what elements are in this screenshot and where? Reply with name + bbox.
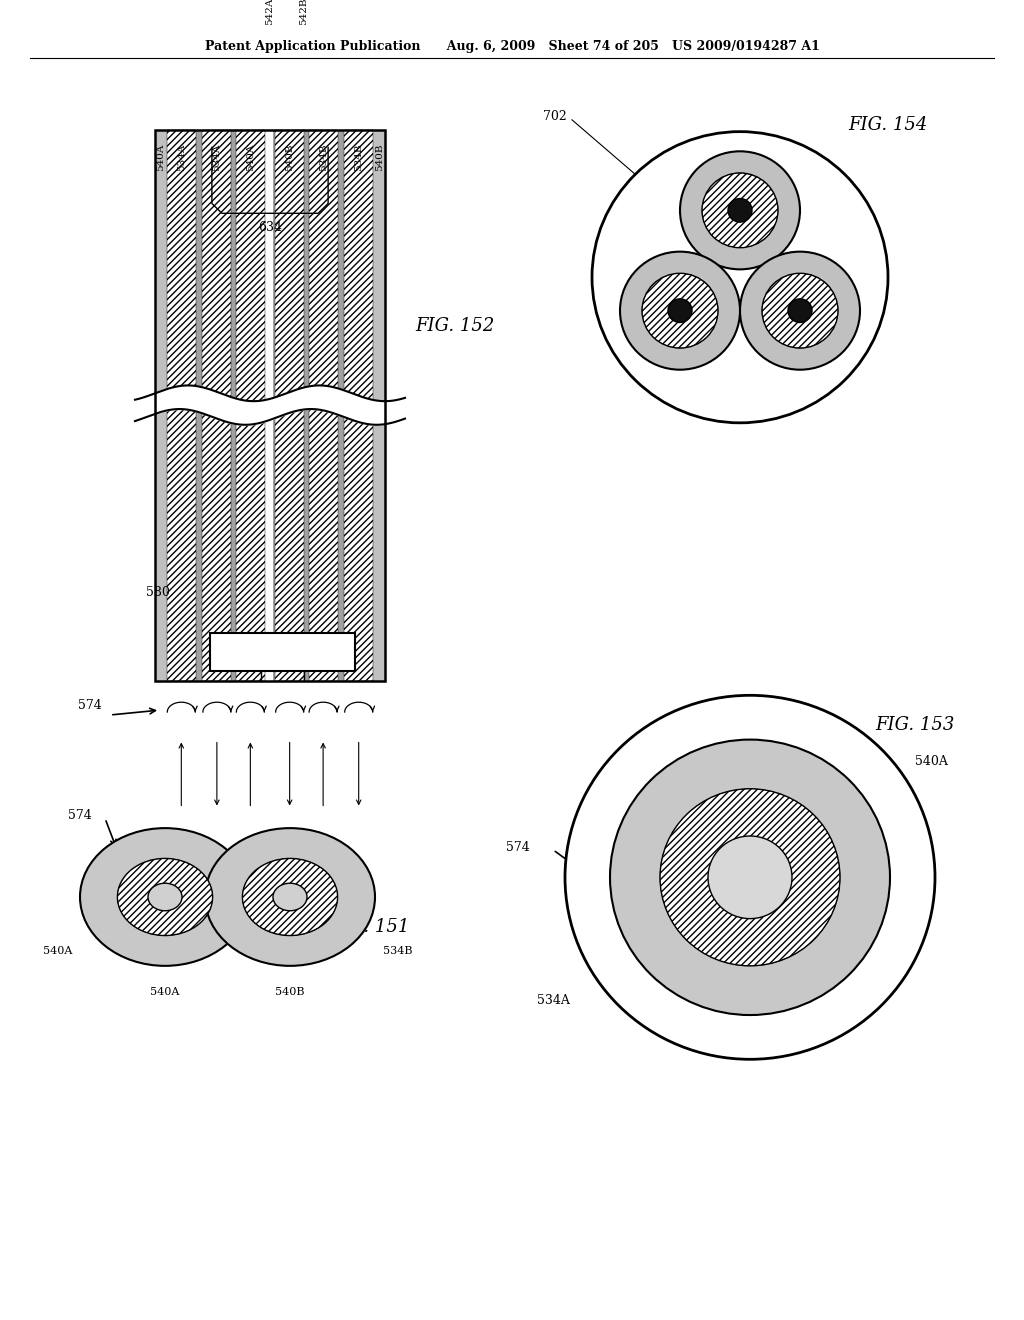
Text: 540B: 540B (589, 954, 622, 968)
Text: 542A: 542A (265, 0, 274, 25)
Text: 540A: 540A (43, 946, 72, 956)
Circle shape (660, 789, 840, 966)
Text: Patent Application Publication      Aug. 6, 2009   Sheet 74 of 205   US 2009/019: Patent Application Publication Aug. 6, 2… (205, 40, 819, 53)
Bar (344, 129, 374, 681)
Text: 540B: 540B (375, 144, 384, 170)
Text: 540A: 540A (151, 987, 179, 998)
Circle shape (708, 836, 792, 919)
Bar (308, 129, 338, 681)
Bar (155, 129, 385, 681)
Text: 534A: 534A (212, 144, 221, 170)
Ellipse shape (148, 883, 182, 911)
Bar (236, 129, 265, 681)
Ellipse shape (243, 858, 338, 936)
Bar (200, 129, 203, 681)
Bar (308, 129, 338, 681)
Bar (203, 129, 231, 681)
Text: 534A: 534A (161, 834, 189, 845)
Text: 534B: 534B (318, 144, 328, 170)
Text: 702: 702 (544, 111, 567, 123)
Circle shape (592, 132, 888, 422)
Text: 542B: 542B (299, 0, 308, 25)
Circle shape (762, 273, 838, 348)
Bar (275, 129, 304, 681)
Text: 574: 574 (693, 166, 717, 178)
Text: 634: 634 (258, 222, 282, 234)
Text: 534B: 534B (383, 946, 413, 956)
Circle shape (668, 298, 692, 322)
Text: 540B: 540B (275, 987, 305, 998)
Bar (203, 129, 231, 681)
Bar (273, 129, 275, 681)
Text: 542: 542 (902, 817, 926, 830)
Text: 534A: 534A (177, 144, 185, 170)
Bar (342, 129, 344, 681)
Ellipse shape (273, 883, 307, 911)
Circle shape (565, 696, 935, 1060)
Text: FIG. 151: FIG. 151 (331, 917, 410, 936)
Bar (210, 634, 355, 671)
Bar (340, 129, 342, 681)
Circle shape (642, 273, 718, 348)
Text: 574: 574 (69, 809, 92, 822)
Circle shape (702, 173, 778, 248)
Bar (233, 129, 236, 681)
Text: 542A: 542A (151, 953, 179, 964)
Bar (236, 129, 265, 681)
Bar (374, 129, 385, 681)
Text: 540A: 540A (915, 755, 948, 768)
Bar (265, 129, 273, 681)
Text: 534B: 534B (860, 954, 893, 968)
Bar (338, 129, 340, 681)
Text: FIG. 154: FIG. 154 (848, 116, 928, 133)
Bar (231, 129, 233, 681)
Bar (198, 129, 200, 681)
Text: 534A: 534A (538, 994, 570, 1007)
Text: 574: 574 (78, 698, 101, 711)
Text: FIG. 153: FIG. 153 (876, 715, 954, 734)
Text: 542B: 542B (275, 953, 305, 964)
Text: 580: 580 (146, 586, 170, 599)
Circle shape (610, 739, 890, 1015)
Text: 540A: 540A (246, 144, 255, 170)
Text: 574: 574 (654, 276, 678, 289)
Circle shape (620, 252, 740, 370)
Text: 534B: 534B (354, 144, 364, 170)
Bar (306, 129, 308, 681)
Bar (304, 129, 306, 681)
Circle shape (680, 152, 800, 269)
Bar (155, 129, 167, 681)
Ellipse shape (80, 828, 250, 966)
Text: FIG. 152: FIG. 152 (416, 317, 495, 335)
Circle shape (788, 298, 812, 322)
Circle shape (740, 252, 860, 370)
Text: 574: 574 (506, 841, 530, 854)
Ellipse shape (118, 858, 213, 936)
Circle shape (728, 198, 752, 222)
Ellipse shape (205, 828, 375, 966)
Bar (344, 129, 374, 681)
Text: 540A: 540A (157, 144, 165, 170)
Bar (167, 129, 196, 681)
Bar (196, 129, 198, 681)
Bar (155, 129, 385, 681)
Bar (167, 129, 196, 681)
Bar (275, 129, 304, 681)
Text: 540B: 540B (285, 144, 294, 170)
